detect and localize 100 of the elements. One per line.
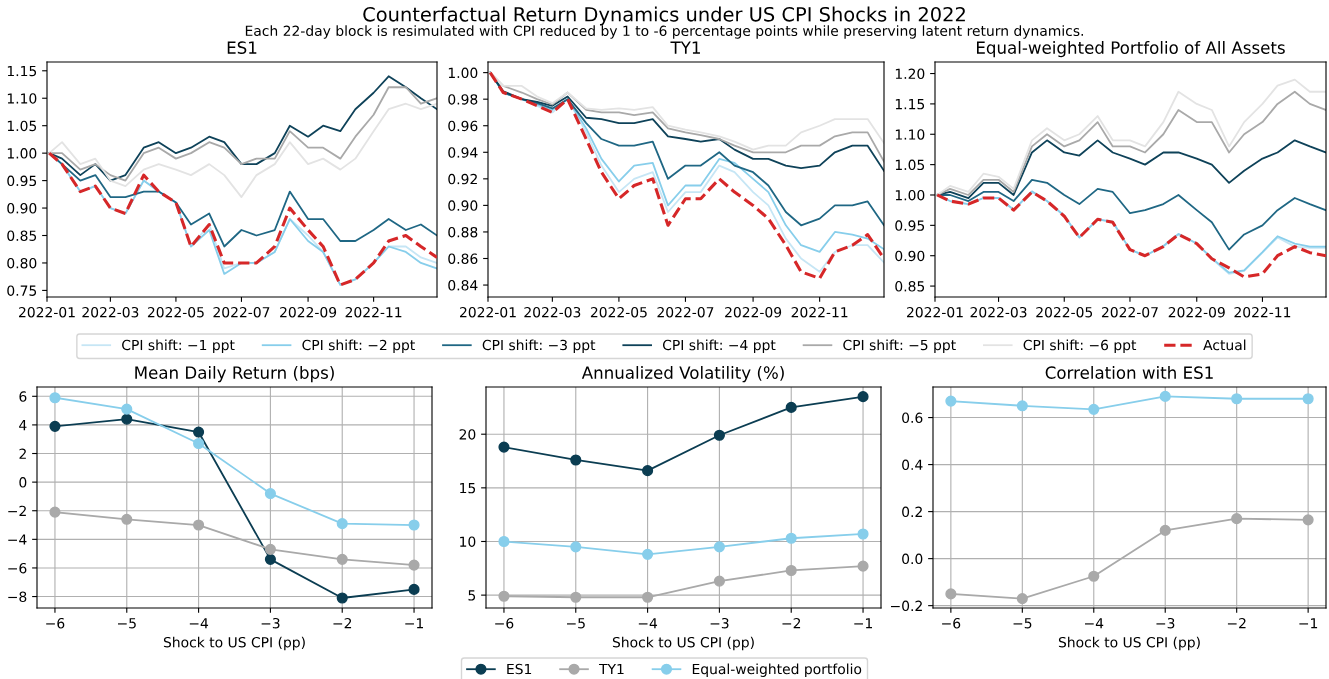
x-tick-label: −4: [638, 618, 658, 629]
point: [1088, 570, 1100, 582]
point: [121, 513, 133, 525]
point: [642, 548, 654, 560]
x-tick-label: 2022-11: [1234, 306, 1291, 318]
chart-title: Annualized Volatility (%): [581, 366, 784, 383]
chart-title: Equal-weighted Portfolio of All Assets: [977, 41, 1285, 58]
x-tick-label: −2: [333, 617, 352, 629]
y-tick-label: 0: [19, 477, 27, 488]
y-tick-label: 0.4: [902, 459, 923, 471]
legend-label: CPI shift: −6 ppt: [1023, 339, 1137, 353]
x-tick-label: −6: [46, 617, 65, 629]
x-tick-label: 2022-03: [970, 306, 1027, 318]
point: [193, 426, 205, 438]
y-tick-label: 1.05: [895, 159, 925, 171]
y-tick-label: 0.0: [902, 553, 923, 565]
y-tick-label: −6: [8, 562, 27, 574]
y-tick-label: 0.88: [448, 226, 478, 238]
y-tick-label: 1.05: [7, 120, 37, 132]
chart-title: Mean Daily Return (bps): [135, 366, 334, 383]
point: [1016, 593, 1028, 605]
legend-label: CPI shift: −2 ppt: [302, 339, 415, 353]
x-axis-title: Shock to US CPI (pp): [1058, 636, 1200, 651]
x-tick-label: 2022-07: [657, 306, 714, 318]
y-tick-label: 1.00: [7, 148, 37, 159]
x-tick-label: −6: [942, 617, 961, 629]
x-axis-title: Shock to US CPI (pp): [612, 636, 754, 651]
point: [498, 590, 510, 602]
point: [336, 518, 348, 530]
x-tick-label: −4: [1085, 618, 1104, 629]
legend-label: CPI shift: −5 ppt: [843, 339, 956, 353]
y-tick-label: 0.92: [448, 173, 477, 185]
line-series: [48, 102, 437, 198]
point: [570, 591, 582, 603]
y-tick-label: 0.90: [895, 250, 925, 262]
x-tick-label: 2022-07: [213, 306, 270, 318]
y-tick-label: 0.98: [448, 94, 478, 105]
point: [1159, 390, 1171, 402]
point: [857, 391, 869, 403]
x-tick-label: −5: [567, 618, 585, 629]
point: [49, 506, 61, 518]
legend-label: Equal-weighted portfolio: [692, 663, 862, 677]
point: [121, 403, 133, 415]
x-tick-label: −2: [782, 617, 801, 629]
x-tick-label: −3: [710, 617, 729, 629]
point: [193, 519, 205, 531]
y-tick-label: 20: [459, 429, 476, 440]
x-axis-title: Shock to US CPI (pp): [163, 636, 305, 651]
point: [713, 429, 725, 441]
point: [498, 441, 510, 453]
y-tick-label: 0.90: [448, 200, 478, 211]
y-tick-label: 0.80: [7, 257, 37, 269]
x-tick-label: 2022-01: [460, 306, 516, 318]
point: [193, 437, 205, 450]
point: [713, 575, 725, 587]
x-tick-label: −3: [1156, 617, 1175, 629]
y-tick-label: 0.90: [7, 203, 37, 214]
point: [785, 401, 797, 413]
x-tick-label: 2022-03: [524, 306, 581, 318]
y-tick-label: 0.95: [7, 175, 37, 187]
x-tick-label: −6: [495, 617, 514, 629]
x-tick-label: 2022-05: [1036, 306, 1093, 318]
point: [785, 564, 797, 577]
point: [408, 583, 420, 595]
point: [264, 553, 276, 565]
text: Each 22-day block is resimulated with CPI reduced by 1 to -6 percentage points while preserving latent return dynamics.: [245, 25, 1083, 39]
y-tick-label: 1.15: [7, 65, 37, 77]
y-tick-label: −4: [8, 534, 27, 545]
point: [1302, 514, 1314, 526]
x-tick-label: 2022-01: [19, 306, 75, 318]
legend-label: CPI shift: −3 ppt: [482, 339, 596, 353]
point: [121, 413, 133, 425]
legend-label: CPI shift: −4 ppt: [662, 339, 776, 353]
x-tick-label: −1: [854, 618, 872, 629]
y-tick-label: 1.20: [895, 68, 925, 80]
y-tick-label: 4: [19, 420, 27, 431]
y-tick-label: 0.85: [895, 281, 925, 292]
x-tick-label: 2022-05: [590, 306, 647, 318]
x-tick-label: 2022-11: [791, 306, 848, 318]
y-tick-label: 2: [19, 448, 26, 459]
point: [857, 560, 869, 572]
point: [336, 553, 348, 565]
y-tick-label: −2: [8, 505, 26, 517]
legend-label: ES1: [507, 663, 532, 675]
y-tick-label: 1.00: [895, 189, 925, 201]
y-tick-label: 0.96: [448, 120, 478, 132]
y-tick-label: −8: [8, 591, 27, 603]
y-tick-label: 1.10: [895, 129, 925, 140]
y-tick-label: 0.84: [448, 280, 478, 291]
x-tick-label: −3: [261, 617, 280, 629]
y-tick-label: 0.95: [895, 220, 925, 231]
point: [642, 591, 654, 603]
point: [408, 559, 420, 571]
x-tick-label: 2022-07: [1101, 306, 1158, 318]
legend-label: Actual: [1203, 339, 1246, 351]
x-tick-label: −4: [189, 618, 209, 629]
point: [336, 592, 348, 604]
point: [498, 535, 510, 548]
y-tick-label: −0.2: [891, 600, 922, 612]
point: [1302, 393, 1314, 405]
